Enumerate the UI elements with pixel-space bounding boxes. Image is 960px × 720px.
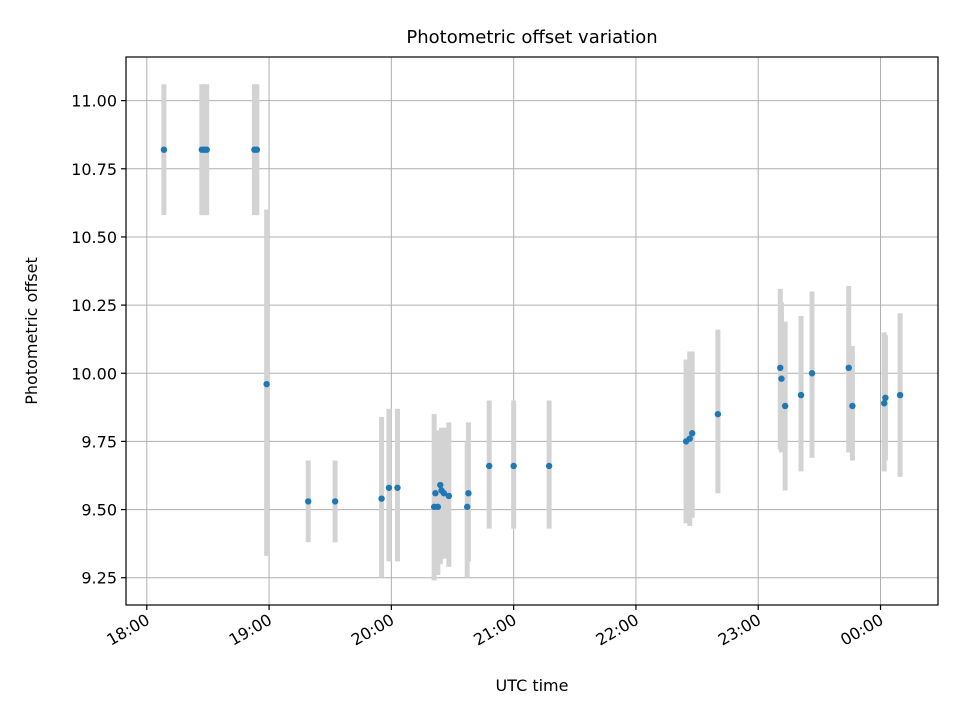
x-tick-label: 21:00 <box>470 610 519 650</box>
data-point <box>781 402 789 410</box>
data-point <box>849 402 856 410</box>
data-point <box>880 400 888 407</box>
data-point <box>686 435 693 442</box>
plot-frame <box>125 56 939 606</box>
y-tick-label: 9.25 <box>81 569 117 588</box>
data-point <box>797 391 805 399</box>
data-point <box>331 498 339 505</box>
data-point <box>510 462 517 470</box>
x-axis-label: UTC time <box>496 676 569 695</box>
data-point <box>394 484 401 491</box>
data-point <box>203 146 210 153</box>
y-axis-ticks: 9.25 9.50 9.75 10.00 10.25 10.50 10.75 11.00 <box>71 92 126 588</box>
y-tick-label: 11.00 <box>71 92 117 111</box>
y-tick-label: 10.75 <box>71 160 117 179</box>
y-tick-label: 10.25 <box>71 296 117 315</box>
x-axis-ticks: 18:00 19:00 20:00 21:00 22:00 23:00 00:00 <box>103 605 887 650</box>
data-point <box>688 430 696 437</box>
data-point <box>432 490 439 497</box>
y-tick-label: 9.75 <box>81 432 117 451</box>
data-point <box>485 462 493 470</box>
x-tick-label: 20:00 <box>348 610 397 650</box>
grid-layer <box>126 57 938 605</box>
x-tick-label: 00:00 <box>837 610 886 650</box>
data-point <box>845 364 852 372</box>
data-point <box>378 495 385 502</box>
x-tick-label: 22:00 <box>593 610 642 650</box>
data-point <box>305 498 312 505</box>
y-tick-label: 10.00 <box>71 364 117 383</box>
data-point <box>896 391 904 399</box>
data-point <box>465 490 472 497</box>
data-point <box>463 503 471 511</box>
y-axis-label: Photometric offset <box>22 257 41 405</box>
data-point <box>440 490 448 497</box>
data-point <box>545 462 553 470</box>
data-point <box>778 375 785 382</box>
data-point <box>385 484 393 491</box>
y-tick-label: 9.50 <box>81 501 117 520</box>
data-point <box>777 364 784 372</box>
data-point <box>434 503 442 511</box>
errorbar-layer <box>161 84 903 581</box>
x-tick-label: 19:00 <box>226 610 275 650</box>
data-point <box>445 492 453 500</box>
y-tick-label: 10.50 <box>71 228 117 247</box>
data-point <box>882 394 889 401</box>
data-point <box>808 370 816 377</box>
data-point <box>714 410 722 418</box>
data-point <box>437 481 444 489</box>
data-point <box>263 380 270 388</box>
chart-title: Photometric offset variation <box>406 27 657 48</box>
data-point <box>253 146 261 153</box>
point-layer <box>160 146 904 511</box>
x-tick-label: 23:00 <box>715 610 764 650</box>
x-tick-label: 18:00 <box>103 610 152 650</box>
data-point <box>160 146 168 153</box>
